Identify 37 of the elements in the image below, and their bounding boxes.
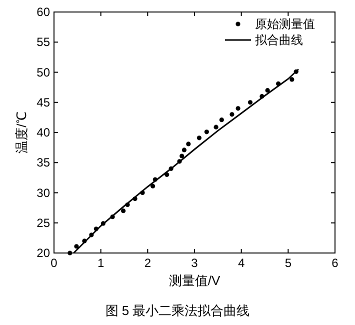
point [150, 184, 156, 188]
point [196, 136, 202, 140]
point [290, 77, 294, 82]
legend-label: 原始测量值 [255, 17, 315, 31]
x-tick-label: 1 [97, 256, 104, 270]
point [214, 124, 218, 130]
y-axis-title: 温度/℃ [14, 112, 29, 154]
y-tick-label: 30 [36, 186, 50, 200]
y-tick-label: 45 [36, 95, 50, 110]
caption: 图 5 最小二乘法拟合曲线 [105, 303, 250, 318]
point [121, 208, 126, 214]
x-tick-label: 4 [238, 256, 245, 270]
y-tick-label: 55 [36, 35, 50, 50]
x-tick-label: 6 [332, 256, 339, 270]
point [182, 148, 186, 152]
y-tick-label: 25 [36, 216, 50, 230]
y-tick-label: 60 [36, 5, 50, 19]
x-tick-label: 3 [191, 256, 198, 270]
y-tick-label: 35 [36, 156, 50, 170]
point [236, 106, 240, 111]
point [74, 244, 79, 249]
point [230, 112, 234, 117]
x-tick-label: 2 [144, 256, 152, 270]
x-tick-label: 5 [284, 256, 292, 270]
legend-label: 拟合曲线 [255, 33, 303, 47]
y-tick-label: 20 [36, 246, 50, 260]
point [186, 142, 191, 146]
y-tick-label: 50 [36, 65, 50, 80]
point [248, 100, 253, 105]
point [219, 118, 224, 122]
point [265, 88, 270, 93]
y-tick-label: 40 [36, 126, 50, 140]
x-tick-label: 0 [50, 256, 58, 270]
x-axis-title: 测量值/V [168, 273, 220, 288]
point [204, 130, 209, 134]
point [180, 154, 184, 158]
point [68, 250, 72, 256]
